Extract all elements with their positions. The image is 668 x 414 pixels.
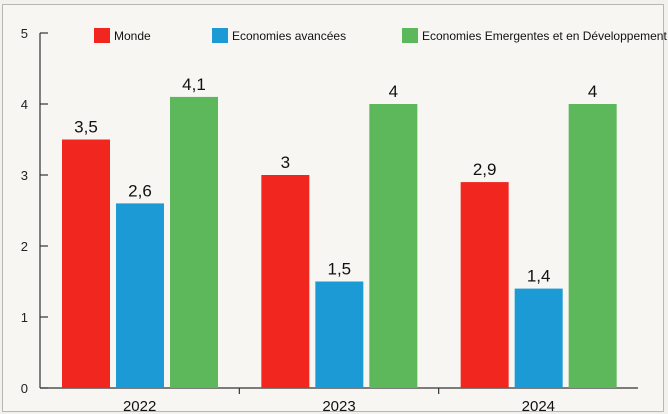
bar bbox=[315, 281, 364, 388]
legend-swatch bbox=[94, 28, 110, 43]
bar bbox=[116, 203, 164, 388]
data-labels: 3,5 2,6 4,1 3 1,5 4 2,9 1,4 4 bbox=[74, 75, 597, 286]
data-label: 2,9 bbox=[473, 160, 497, 179]
data-label: 2,6 bbox=[128, 181, 152, 200]
y-tick-label: 3 bbox=[21, 168, 28, 183]
legend-label: Monde bbox=[114, 29, 151, 43]
y-tick-label: 0 bbox=[21, 381, 28, 396]
x-tick-label: 2024 bbox=[522, 398, 555, 414]
data-label: 4 bbox=[588, 82, 597, 101]
legend-label: Economies Emergentes et en Développement bbox=[422, 29, 667, 43]
legend-swatch bbox=[212, 28, 228, 43]
x-tick-label: 2022 bbox=[123, 398, 156, 414]
bars bbox=[62, 96, 617, 389]
y-tick-label: 1 bbox=[21, 310, 28, 325]
y-tick-label: 2 bbox=[21, 239, 28, 254]
bar bbox=[568, 104, 617, 388]
data-label: 3 bbox=[281, 153, 290, 172]
legend-label: Economies avancées bbox=[232, 29, 346, 43]
y-tick-label: 4 bbox=[21, 97, 28, 112]
bar bbox=[170, 96, 218, 389]
y-tick-label: 5 bbox=[21, 26, 28, 41]
data-label: 1,5 bbox=[328, 260, 352, 279]
data-label: 3,5 bbox=[74, 118, 98, 137]
legend-swatch bbox=[402, 28, 418, 43]
legend: Monde Economies avancées Economies Emergen… bbox=[94, 28, 667, 43]
bar bbox=[460, 182, 509, 388]
bar bbox=[261, 175, 310, 388]
bar bbox=[514, 288, 563, 388]
bar bbox=[369, 104, 418, 388]
bar bbox=[62, 139, 110, 388]
x-tick-label: 2023 bbox=[322, 398, 355, 414]
data-label: 4,1 bbox=[182, 75, 206, 94]
data-label: 1,4 bbox=[527, 267, 551, 286]
data-label: 4 bbox=[389, 82, 398, 101]
